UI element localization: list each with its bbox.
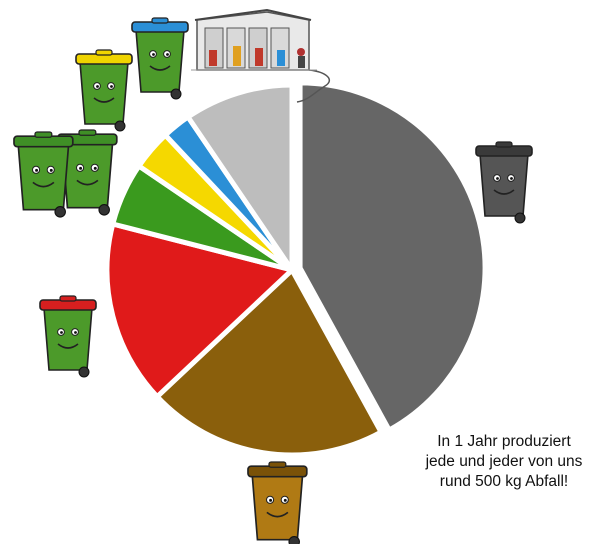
- pie-slice-red-bin: [104, 221, 295, 400]
- green-bin-icon: [13, 131, 74, 218]
- pie-slices: [104, 80, 488, 458]
- bin-icons: [13, 17, 533, 544]
- waste-caption: In 1 Jahr produziert jede und jeder von …: [408, 432, 600, 492]
- red-bin-icon: [39, 295, 97, 378]
- pie-slice-brown-bin: [154, 267, 384, 458]
- yellow-bin-icon: [75, 49, 133, 132]
- blue-bin-icon: [131, 17, 189, 100]
- black-bin-icon: [475, 141, 533, 224]
- caption-line-2: jede und jeder von uns: [425, 453, 583, 470]
- caption-line-1: In 1 Jahr produziert: [437, 433, 571, 450]
- recycling-centre-icon: [191, 8, 330, 103]
- pie-slice-black-bin: [297, 80, 488, 433]
- caption-line-3: rund 500 kg Abfall!: [439, 473, 569, 490]
- brown-bin-icon: [247, 461, 308, 544]
- pie-slice-recycling-centre: [185, 82, 295, 273]
